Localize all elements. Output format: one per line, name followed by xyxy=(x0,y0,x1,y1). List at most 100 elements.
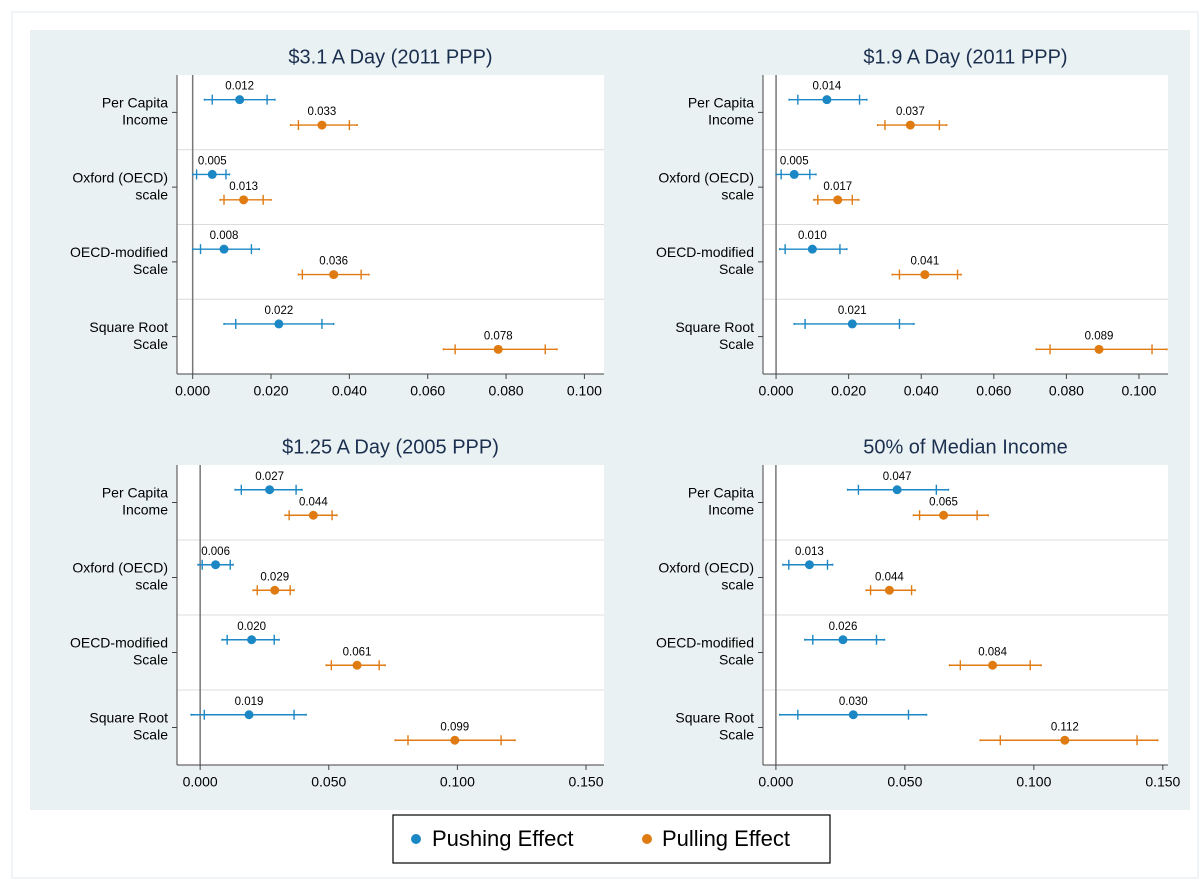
point xyxy=(270,585,280,595)
x-tick-label: 0.000 xyxy=(183,774,218,790)
x-tick-label: 0.040 xyxy=(332,383,367,399)
category-label: Oxford (OECD) xyxy=(658,560,754,576)
x-tick-label: 0.150 xyxy=(568,774,603,790)
value-label: 0.022 xyxy=(264,305,293,317)
value-label: 0.026 xyxy=(829,621,858,633)
x-tick-label: 0.100 xyxy=(1016,774,1051,790)
x-tick-label: 0.020 xyxy=(831,383,866,399)
legend-marker xyxy=(411,834,421,844)
point xyxy=(1060,735,1070,745)
category-label: Scale xyxy=(133,727,168,743)
point xyxy=(822,95,832,105)
x-tick-label: 0.050 xyxy=(311,774,346,790)
category-label: Square Root xyxy=(89,319,168,335)
value-label: 0.033 xyxy=(308,106,337,118)
x-tick-label: 0.060 xyxy=(410,383,445,399)
value-label: 0.030 xyxy=(839,696,868,708)
x-tick-label: 0.050 xyxy=(887,774,922,790)
value-label: 0.047 xyxy=(883,471,912,483)
point xyxy=(988,660,998,670)
x-tick-label: 0.100 xyxy=(1121,383,1156,399)
point xyxy=(493,344,503,354)
point xyxy=(804,560,814,570)
value-label: 0.010 xyxy=(798,230,827,242)
point xyxy=(939,510,949,520)
category-label: Per Capita xyxy=(688,485,754,501)
point xyxy=(833,195,843,205)
category-label: Square Root xyxy=(675,319,754,335)
category-label: Scale xyxy=(719,261,754,277)
point xyxy=(219,244,229,254)
point xyxy=(308,510,318,520)
value-label: 0.014 xyxy=(812,81,841,93)
x-tick-label: 0.150 xyxy=(1145,774,1180,790)
value-label: 0.089 xyxy=(1085,330,1114,342)
category-label: Oxford (OECD) xyxy=(72,560,168,576)
point xyxy=(352,660,362,670)
category-label: Income xyxy=(708,112,754,128)
category-label: Scale xyxy=(719,652,754,668)
point xyxy=(848,710,858,720)
x-tick-label: 0.040 xyxy=(904,383,939,399)
point xyxy=(235,95,245,105)
category-label: Per Capita xyxy=(102,485,168,501)
value-label: 0.029 xyxy=(260,571,289,583)
point xyxy=(1094,344,1104,354)
point xyxy=(207,169,217,179)
x-tick-label: 0.080 xyxy=(1049,383,1084,399)
category-label: OECD-modified xyxy=(70,244,168,260)
value-label: 0.044 xyxy=(875,571,904,583)
point xyxy=(807,244,817,254)
category-label: Scale xyxy=(133,336,168,352)
point xyxy=(317,120,327,130)
value-label: 0.078 xyxy=(484,330,513,342)
value-label: 0.099 xyxy=(440,721,469,733)
value-label: 0.012 xyxy=(225,81,254,93)
category-label: Oxford (OECD) xyxy=(72,169,168,185)
x-tick-label: 0.100 xyxy=(567,383,602,399)
category-label: scale xyxy=(135,577,168,593)
value-label: 0.084 xyxy=(978,646,1007,658)
category-label: scale xyxy=(135,186,168,202)
value-label: 0.065 xyxy=(929,496,958,508)
value-label: 0.020 xyxy=(237,621,266,633)
point xyxy=(920,270,930,280)
value-label: 0.021 xyxy=(838,305,867,317)
point xyxy=(244,710,254,720)
point xyxy=(329,270,339,280)
value-label: 0.013 xyxy=(229,181,258,193)
point xyxy=(450,735,460,745)
x-tick-label: 0.000 xyxy=(758,774,793,790)
value-label: 0.036 xyxy=(319,256,348,268)
value-label: 0.005 xyxy=(780,155,809,167)
point xyxy=(838,635,848,645)
x-tick-label: 0.080 xyxy=(489,383,524,399)
category-label: Scale xyxy=(133,261,168,277)
point xyxy=(892,485,902,495)
chart-title: $1.25 A Day (2005 PPP) xyxy=(282,436,499,458)
category-label: Per Capita xyxy=(688,95,754,111)
point xyxy=(905,120,915,130)
value-label: 0.013 xyxy=(795,546,824,558)
point xyxy=(239,195,249,205)
chart-title: $1.9 A Day (2011 PPP) xyxy=(863,46,1067,68)
value-label: 0.037 xyxy=(896,106,925,118)
value-label: 0.044 xyxy=(299,496,328,508)
category-label: Scale xyxy=(719,336,754,352)
value-label: 0.008 xyxy=(210,230,239,242)
value-label: 0.061 xyxy=(343,646,372,658)
x-tick-label: 0.000 xyxy=(759,383,794,399)
legend-marker xyxy=(642,834,652,844)
point xyxy=(211,560,221,570)
value-label: 0.112 xyxy=(1051,721,1079,733)
category-label: Income xyxy=(122,502,168,518)
point xyxy=(265,485,275,495)
chart-title: $3.1 A Day (2011 PPP) xyxy=(288,46,492,68)
category-label: Square Root xyxy=(89,710,168,726)
category-label: Scale xyxy=(719,727,754,743)
value-label: 0.019 xyxy=(235,696,264,708)
value-label: 0.017 xyxy=(823,181,852,193)
value-label: 0.027 xyxy=(255,471,284,483)
legend-label: Pushing Effect xyxy=(432,826,573,851)
